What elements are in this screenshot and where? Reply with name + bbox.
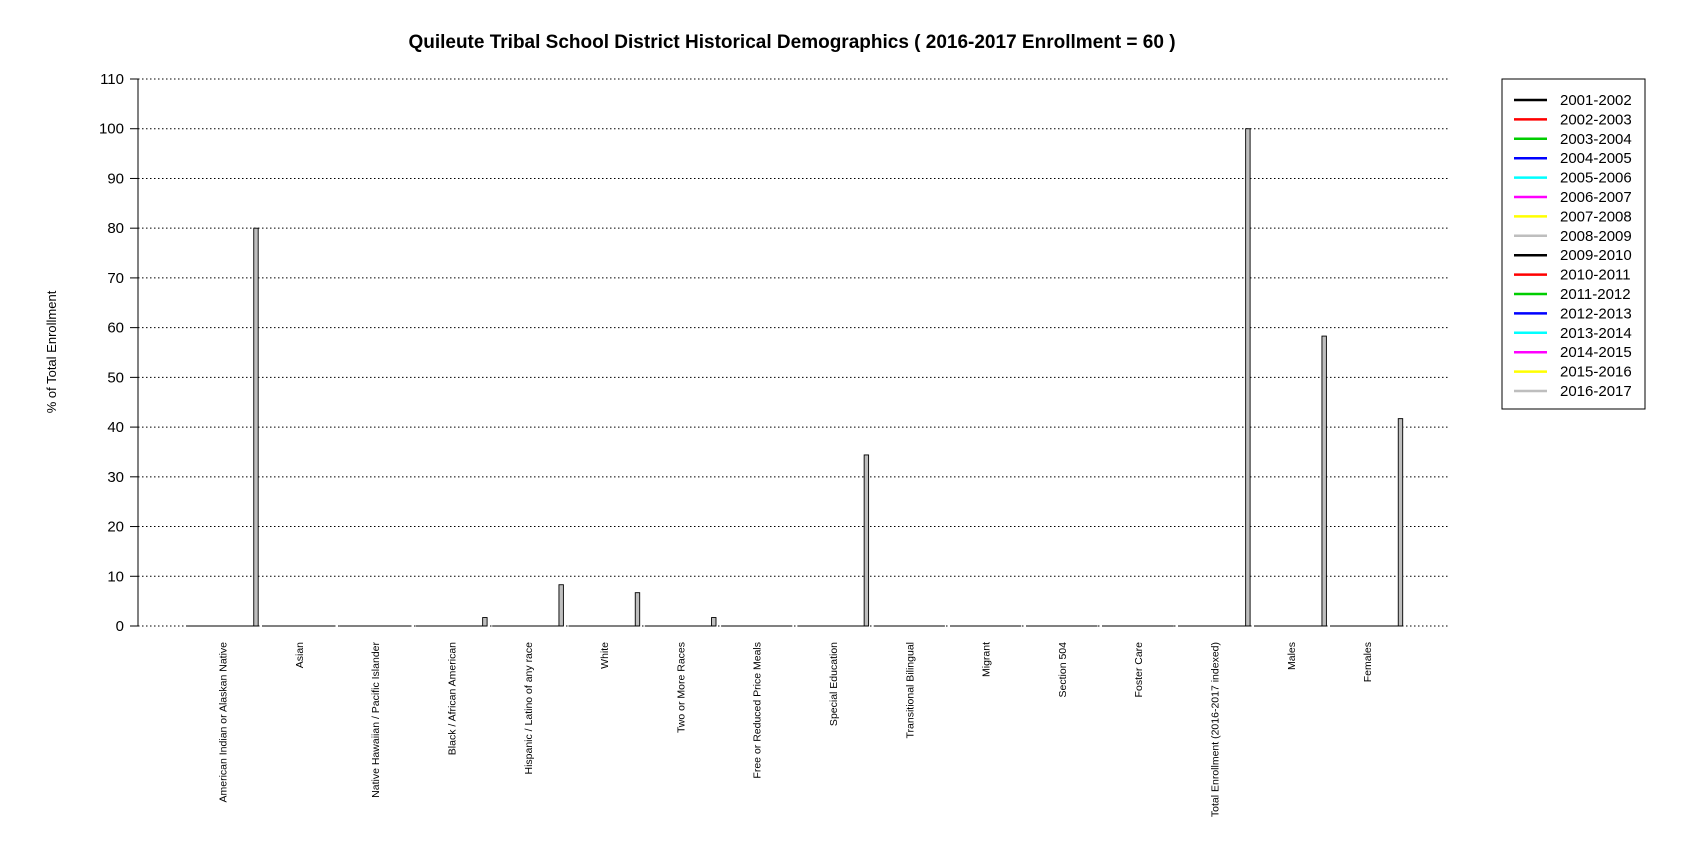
category-label: American Indian or Alaskan Native xyxy=(218,642,230,803)
legend-entry-label: 2016-2017 xyxy=(1560,383,1632,400)
legend-entry-label: 2011-2012 xyxy=(1560,286,1631,303)
bar xyxy=(711,617,717,627)
category-label: White xyxy=(599,642,611,669)
y-tick-label: 40 xyxy=(107,419,124,436)
grid-lines xyxy=(138,78,1450,627)
legend-entry-label: 2013-2014 xyxy=(1560,325,1632,342)
legend-entry-label: 2004-2005 xyxy=(1560,150,1632,167)
legend: 2001-2002 2002-2003 2003-2004 2004-2005 2005… xyxy=(1501,78,1646,410)
bar xyxy=(482,617,488,627)
bar xyxy=(863,454,870,627)
category-label: Black / African American xyxy=(447,642,459,755)
y-tick-label: 10 xyxy=(107,568,124,585)
y-tick-label: 90 xyxy=(107,170,124,187)
y-tick-label: 80 xyxy=(107,220,124,237)
category-label: Males xyxy=(1286,642,1298,670)
category-label: Transitional Bilingual xyxy=(904,642,916,739)
y-tick-label: 50 xyxy=(107,369,124,386)
legend-entry-label: 2010-2011 xyxy=(1560,267,1631,284)
legend-entry-label: 2002-2003 xyxy=(1560,111,1632,128)
category-label: Hispanic / Latino of any race xyxy=(523,642,535,775)
y-tick-label: 0 xyxy=(116,618,124,635)
bar xyxy=(1397,418,1404,627)
category-label: Migrant xyxy=(981,642,993,677)
category-label: Special Education xyxy=(828,642,840,726)
category-label: Two or More Races xyxy=(675,642,687,733)
category-label: Females xyxy=(1362,642,1374,682)
legend-entry-label: 2003-2004 xyxy=(1560,131,1632,148)
legend-entry-label: 2015-2016 xyxy=(1560,364,1632,381)
y-tick-label: 30 xyxy=(107,469,124,486)
legend-entry-label: 2009-2010 xyxy=(1560,247,1632,264)
legend-entry-label: 2014-2015 xyxy=(1560,344,1632,361)
category-label: Total Enrollment (2016-2017 indexed) xyxy=(1210,642,1222,817)
category-label: Free or Reduced Price Meals xyxy=(752,642,764,779)
legend-entry-label: 2005-2006 xyxy=(1560,170,1632,187)
category-label: Foster Care xyxy=(1133,642,1145,698)
legend-entry-label: 2006-2007 xyxy=(1560,189,1632,206)
bar xyxy=(558,584,564,627)
y-axis: 0 10 20 30 40 50 60 70 80 90 100 110 xyxy=(99,71,139,635)
y-tick-label: 110 xyxy=(100,71,124,88)
legend-entry-label: 2012-2013 xyxy=(1560,305,1632,322)
y-axis-label: % of Total Enrollment xyxy=(44,290,59,413)
y-tick-label: 20 xyxy=(107,519,124,536)
category-label: Native Hawaiian / Pacific Islander xyxy=(370,642,382,798)
y-tick-label: 100 xyxy=(99,121,124,138)
bar xyxy=(1321,335,1327,627)
legend-box xyxy=(1501,78,1646,410)
legend-entry-label: 2008-2009 xyxy=(1560,228,1632,245)
bar xyxy=(634,592,641,627)
bar xyxy=(1245,128,1251,627)
legend-entry-label: 2007-2008 xyxy=(1560,208,1632,225)
legend-entry-label: 2001-2002 xyxy=(1560,92,1632,109)
y-tick-label: 70 xyxy=(107,270,124,287)
category-label: Asian xyxy=(294,642,306,668)
category-label: Section 504 xyxy=(1057,642,1069,698)
y-tick-label: 60 xyxy=(107,320,124,337)
category-labels: American Indian or Alaskan Native Asian Na… xyxy=(218,642,1374,818)
bars xyxy=(187,128,1404,627)
chart-title: Quileute Tribal School District Historic… xyxy=(408,32,1175,53)
bar xyxy=(253,227,259,627)
